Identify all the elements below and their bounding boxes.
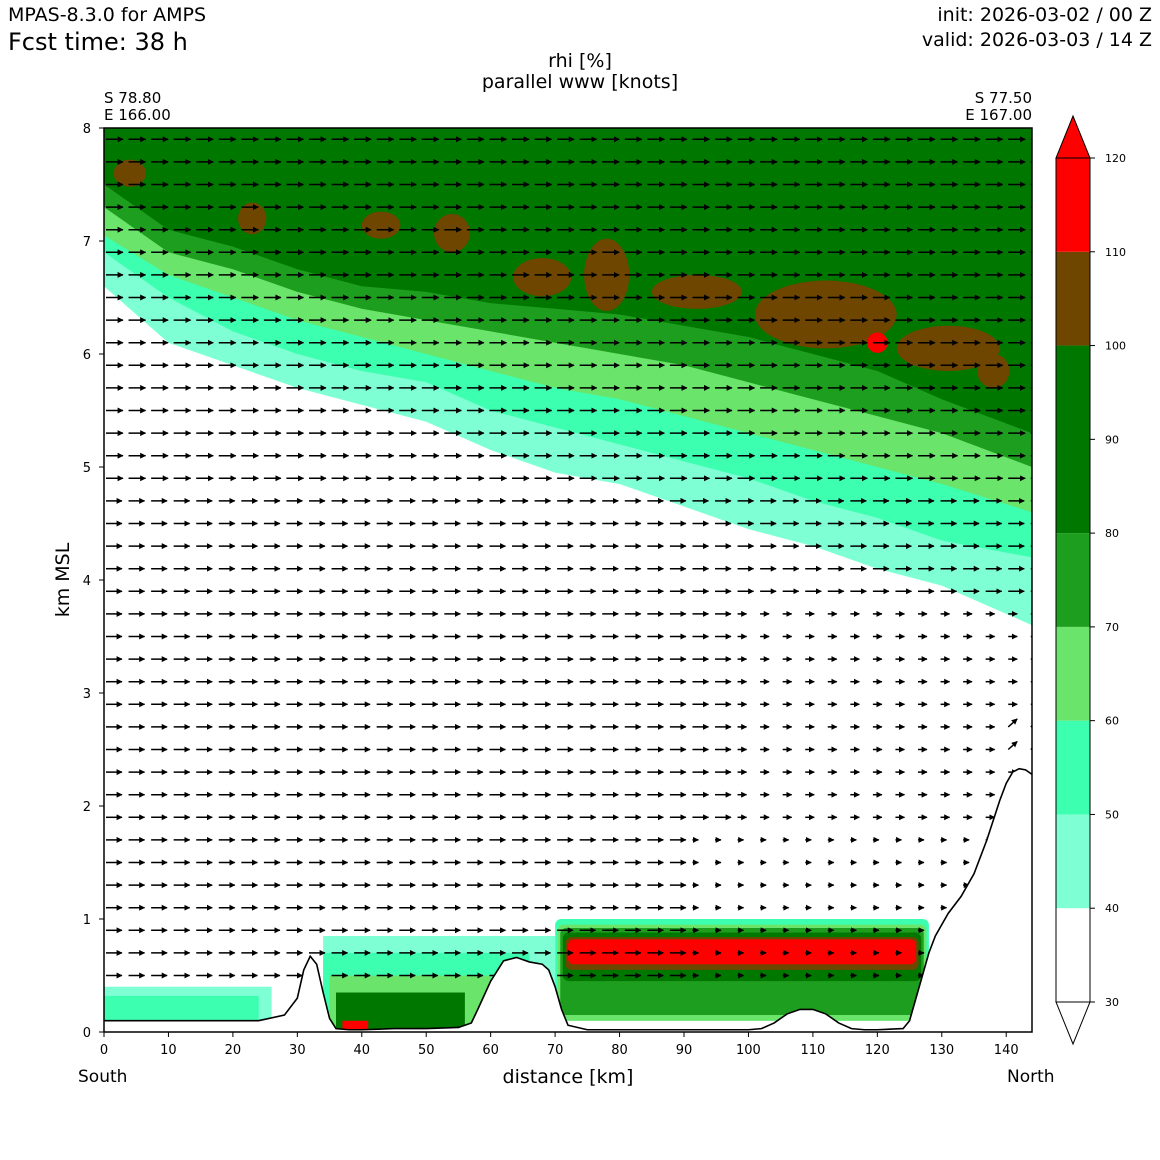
south-direction-label: South bbox=[78, 1067, 128, 1087]
end-latitude: S 77.50 bbox=[974, 89, 1032, 107]
rhi-patch-100-8 bbox=[896, 325, 1000, 371]
y-tick-label: 5 bbox=[83, 461, 91, 476]
y-tick-label: 1 bbox=[83, 913, 91, 928]
x-axis: 0 10 20 30 40 50 60 70 80 90 100 110 120 130 140 bbox=[100, 1032, 1019, 1058]
x-tick-label: 130 bbox=[929, 1043, 954, 1058]
x-tick-label: 60 bbox=[482, 1043, 499, 1058]
start-longitude: E 166.00 bbox=[104, 106, 171, 124]
colorbar-tick-label: 30 bbox=[1105, 996, 1119, 1009]
x-tick-label: 0 bbox=[100, 1043, 108, 1058]
colorbar-frame bbox=[1055, 157, 1091, 1003]
x-tick-label: 30 bbox=[289, 1043, 306, 1058]
x-tick-label: 70 bbox=[547, 1043, 564, 1058]
colorbar-extend-bottom bbox=[1055, 1001, 1091, 1046]
x-tick-label: 90 bbox=[676, 1043, 693, 1058]
x-tick-label: 100 bbox=[736, 1043, 761, 1058]
cloud-band-5 bbox=[568, 939, 916, 965]
forecast-time: Fcst time: 38 h bbox=[8, 28, 188, 56]
y-tick-label: 3 bbox=[83, 687, 91, 702]
colorbar-tick-label: 60 bbox=[1105, 715, 1119, 728]
x-tick-label: 20 bbox=[225, 1043, 242, 1058]
colorbar-bin bbox=[1056, 908, 1090, 1002]
x-tick-label: 40 bbox=[354, 1043, 371, 1058]
colorbar-tick-label: 50 bbox=[1105, 808, 1119, 821]
colorbar-tick-label: 90 bbox=[1105, 433, 1119, 446]
y-tick-label: 4 bbox=[83, 574, 91, 589]
rhi-patch-100-1 bbox=[238, 202, 267, 235]
colorbar-tick-label: 80 bbox=[1105, 527, 1119, 540]
rhi-patch-100-2 bbox=[361, 211, 401, 239]
colorbar: 30 40 50 60 70 80 90 100 110 120 bbox=[1055, 114, 1126, 1046]
y-tick-label: 7 bbox=[83, 235, 91, 250]
start-latitude: S 78.80 bbox=[104, 89, 162, 107]
colorbar-bin bbox=[1056, 158, 1090, 252]
x-tick-label: 80 bbox=[611, 1043, 628, 1058]
lowlevel-moisture-5 bbox=[336, 992, 465, 1030]
rhi-patch-100-6 bbox=[651, 274, 743, 309]
x-tick-label: 50 bbox=[418, 1043, 435, 1058]
colorbar-bin bbox=[1056, 533, 1090, 627]
colorbar-bin bbox=[1056, 345, 1090, 534]
x-axis-label: distance [km] bbox=[503, 1066, 634, 1088]
rhi-patch-100-3 bbox=[433, 213, 471, 253]
y-tick-label: 8 bbox=[83, 122, 91, 137]
x-tick-label: 120 bbox=[865, 1043, 890, 1058]
colorbar-extend-top bbox=[1055, 114, 1091, 159]
rhi-patch-100-4 bbox=[513, 257, 572, 297]
wind-vector bbox=[1007, 718, 1018, 728]
init-time: init: 2026-03-02 / 00 Z bbox=[937, 4, 1152, 26]
y-axis: 0 1 2 3 4 5 6 7 8 bbox=[83, 122, 104, 1041]
model-title: MPAS-8.3.0 for AMPS bbox=[8, 4, 207, 26]
plot-area bbox=[104, 128, 1032, 1032]
north-direction-label: North bbox=[1007, 1067, 1055, 1087]
y-tick-label: 0 bbox=[83, 1026, 91, 1041]
valid-time: valid: 2026-03-03 / 14 Z bbox=[921, 29, 1152, 51]
lowlevel-moisture-6 bbox=[342, 1020, 369, 1030]
chart-title: rhi [%] bbox=[548, 50, 612, 72]
wind-vector bbox=[1007, 740, 1018, 751]
chart-subtitle: parallel www [knots] bbox=[481, 71, 679, 93]
colorbar-bin bbox=[1056, 720, 1090, 815]
x-tick-label: 10 bbox=[160, 1043, 177, 1058]
terrain-fill bbox=[104, 768, 1032, 1032]
rhi-patch-100-9 bbox=[977, 354, 1010, 388]
colorbar-tick-label: 70 bbox=[1105, 621, 1119, 634]
colorbar-bin bbox=[1056, 626, 1090, 721]
x-tick-label: 110 bbox=[800, 1043, 825, 1058]
colorbar-bin bbox=[1056, 251, 1090, 346]
end-longitude: E 167.00 bbox=[965, 106, 1032, 124]
colorbar-tick-label: 110 bbox=[1105, 246, 1126, 259]
wind-vectors bbox=[106, 136, 1032, 979]
rhi-patch-100-0 bbox=[113, 159, 146, 187]
colorbar-tick-label: 100 bbox=[1105, 340, 1126, 353]
colorbar-tick-label: 120 bbox=[1105, 152, 1126, 165]
y-axis-label: km MSL bbox=[52, 542, 74, 617]
x-tick-label: 140 bbox=[994, 1043, 1019, 1058]
colorbar-tick-label: 40 bbox=[1105, 902, 1119, 915]
y-tick-label: 2 bbox=[83, 800, 91, 815]
terrain-line bbox=[104, 767, 1032, 1031]
y-tick-label: 6 bbox=[83, 348, 91, 363]
lowlevel-moisture-1 bbox=[104, 995, 259, 1021]
colorbar-bin bbox=[1056, 814, 1090, 909]
